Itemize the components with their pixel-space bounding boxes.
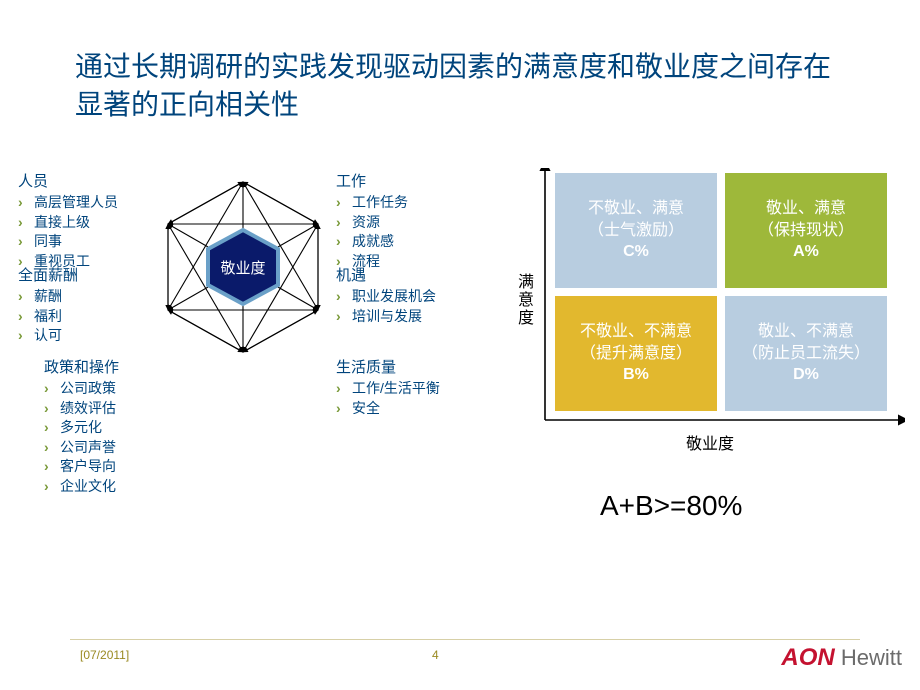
formula-text: A+B>=80%: [600, 490, 742, 522]
category-policy: 政策和操作公司政策绩效评估多元化公司声誉客户导向企业文化: [44, 356, 119, 497]
quadrant-line2: （提升满意度）: [580, 343, 692, 365]
quadrant-line1: 敬业、不满意: [758, 321, 854, 343]
driver-model: 敬业度 人员高层管理人员直接上级同事重视员工全面薪酬薪酬福利认可政策和操作公司政…: [0, 170, 500, 510]
slide-title: 通过长期调研的实践发现驱动因素的满意度和敬业度之间存在显著的正向相关性: [75, 48, 855, 124]
quadrant-line1: 不敬业、不满意: [580, 321, 692, 343]
quadrant-tr: 敬业、满意（保持现状）A%: [725, 173, 887, 288]
category-item: 安全: [336, 399, 440, 419]
category-item: 公司声誉: [44, 438, 119, 458]
category-title: 政策和操作: [44, 356, 119, 377]
category-item: 工作任务: [336, 193, 408, 213]
category-item: 职业发展机会: [336, 287, 436, 307]
category-title: 全面薪酬: [18, 264, 78, 285]
quadrant-br: 敬业、不满意（防止员工流失）D%: [725, 296, 887, 411]
category-item: 认可: [18, 326, 78, 346]
quadrant-line2: （防止员工流失）: [742, 343, 870, 365]
logo-aon: AON: [781, 644, 834, 671]
category-item: 同事: [18, 232, 118, 252]
quadrant-bl: 不敬业、不满意（提升满意度）B%: [555, 296, 717, 411]
quadrant-value: A%: [793, 241, 819, 263]
category-item: 培训与发展: [336, 307, 436, 327]
category-opportunity: 机遇职业发展机会培训与发展: [336, 264, 436, 326]
x-axis-label: 敬业度: [515, 430, 905, 454]
quadrant-value: D%: [793, 364, 819, 386]
quadrant-line1: 敬业、满意: [766, 198, 846, 220]
category-work: 工作工作任务资源成就感流程: [336, 170, 408, 271]
quadrant-value: B%: [623, 364, 649, 386]
quadrant-line2: （士气激励）: [588, 220, 684, 242]
category-title: 机遇: [336, 264, 436, 285]
category-item: 薪酬: [18, 287, 78, 307]
category-item: 高层管理人员: [18, 193, 118, 213]
category-item: 企业文化: [44, 477, 119, 497]
category-item: 客户导向: [44, 457, 119, 477]
quadrant-line2: （保持现状）: [758, 220, 854, 242]
hex-svg: [148, 172, 338, 362]
category-item: 资源: [336, 213, 408, 233]
footer-date: [07/2011]: [80, 648, 129, 662]
category-item: 公司政策: [44, 379, 119, 399]
category-item: 福利: [18, 307, 78, 327]
footer-divider: [70, 639, 860, 640]
category-item: 工作/生活平衡: [336, 379, 440, 399]
category-item: 成就感: [336, 232, 408, 252]
aon-hewitt-logo: AON Hewitt: [781, 644, 902, 672]
logo-hewitt: Hewitt: [835, 645, 902, 670]
y-axis-label: 满意度: [511, 273, 535, 327]
quadrant-line1: 不敬业、满意: [588, 198, 684, 220]
category-item: 绩效评估: [44, 399, 119, 419]
category-title: 人员: [18, 170, 118, 191]
category-people: 人员高层管理人员直接上级同事重视员工: [18, 170, 118, 271]
category-reward: 全面薪酬薪酬福利认可: [18, 264, 78, 346]
category-item: 多元化: [44, 418, 119, 438]
footer-page-number: 4: [432, 648, 439, 662]
category-life: 生活质量工作/生活平衡安全: [336, 356, 440, 418]
hex-network: 敬业度: [148, 172, 338, 362]
category-title: 工作: [336, 170, 408, 191]
category-title: 生活质量: [336, 356, 440, 377]
quadrant-tl: 不敬业、满意（士气激励）C%: [555, 173, 717, 288]
satisfaction-engagement-matrix: 满意度 敬业度 不敬业、满意（士气激励）C%敬业、满意（保持现状）A%不敬业、不…: [515, 168, 905, 463]
core-hexagon: [208, 230, 278, 304]
quadrant-value: C%: [623, 241, 649, 263]
category-item: 直接上级: [18, 213, 118, 233]
